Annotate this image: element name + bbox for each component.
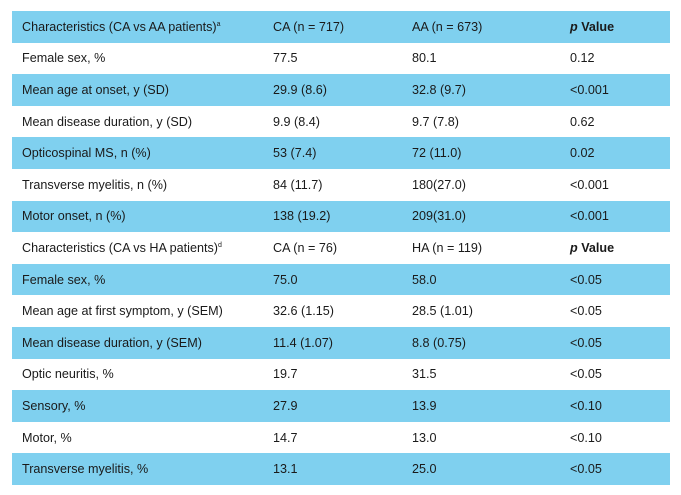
row-group1-value: 11.4 (1.07) bbox=[273, 335, 333, 350]
row-group2-value: 13.0 bbox=[412, 430, 437, 445]
row-group2-value: 80.1 bbox=[412, 51, 437, 66]
table-row: Mean disease duration, y (SD) 9.9 (8.4) … bbox=[12, 106, 670, 138]
table-row: Transverse myelitis, % 13.1 25.0 <0.05 bbox=[12, 453, 670, 485]
row-group2-value: 9.7 (7.8) bbox=[412, 114, 459, 129]
row-group2-value: 8.8 (0.75) bbox=[412, 335, 466, 350]
row-pvalue: <0.10 bbox=[570, 430, 602, 445]
row-label: Transverse myelitis, % bbox=[22, 462, 149, 477]
row-label: Sensory, % bbox=[22, 398, 86, 413]
table-header-row: Characteristics (CA vs AA patients)a CA … bbox=[12, 11, 670, 43]
row-pvalue: <0.05 bbox=[570, 367, 602, 382]
row-pvalue: <0.05 bbox=[570, 272, 602, 287]
footnote-marker: a bbox=[216, 20, 221, 28]
row-group1-value: 27.9 bbox=[273, 398, 298, 413]
row-group1-value: 19.7 bbox=[273, 367, 298, 382]
row-label: Motor, % bbox=[22, 430, 72, 445]
comparison-table: Characteristics (CA vs AA patients)a CA … bbox=[12, 11, 670, 485]
row-group2-value: 25.0 bbox=[412, 462, 437, 477]
row-group1-value: 138 (19.2) bbox=[273, 209, 331, 224]
row-label: Mean disease duration, y (SEM) bbox=[22, 335, 202, 350]
header-pvalue: p Value bbox=[570, 19, 615, 34]
row-pvalue: <0.10 bbox=[570, 398, 602, 413]
row-label: Female sex, % bbox=[22, 51, 106, 66]
row-group2-value: 72 (11.0) bbox=[412, 146, 462, 161]
header-group1: CA (n = 76) bbox=[273, 240, 338, 255]
row-label: Motor onset, n (%) bbox=[22, 209, 126, 224]
table-row: Female sex, % 75.0 58.0 <0.05 bbox=[12, 263, 670, 296]
row-group2-value: 32.8 (9.7) bbox=[412, 82, 466, 97]
header-characteristic: Characteristics (CA vs AA patients)a bbox=[22, 19, 221, 34]
header-group2: AA (n = 673) bbox=[412, 19, 483, 34]
row-group1-value: 77.5 bbox=[273, 51, 298, 66]
table-row: Motor, % 14.7 13.0 <0.10 bbox=[12, 422, 670, 454]
row-pvalue: <0.05 bbox=[570, 462, 602, 477]
row-label: Opticospinal MS, n (%) bbox=[22, 146, 151, 161]
table-row: Optic neuritis, % 19.7 31.5 <0.05 bbox=[12, 359, 670, 391]
footnote-marker: d bbox=[217, 241, 222, 249]
row-group1-value: 9.9 (8.4) bbox=[273, 114, 320, 129]
row-label: Mean disease duration, y (SD) bbox=[22, 114, 193, 129]
row-group2-value: 180(27.0) bbox=[412, 177, 466, 192]
row-label: Female sex, % bbox=[22, 272, 106, 287]
row-pvalue: 0.62 bbox=[570, 114, 595, 129]
table-row: Motor onset, n (%) 138 (19.2) 209(31.0) … bbox=[12, 200, 670, 233]
table-row: Mean age at onset, y (SD) 29.9 (8.6) 32.… bbox=[12, 74, 670, 106]
header-group2: HA (n = 119) bbox=[412, 240, 483, 255]
row-group1-value: 32.6 (1.15) bbox=[273, 304, 334, 319]
table-row: Mean age at first symptom, y (SEM) 32.6 … bbox=[12, 295, 670, 327]
row-label: Mean age at onset, y (SD) bbox=[22, 82, 169, 97]
header-group1: CA (n = 717) bbox=[273, 19, 345, 34]
row-pvalue: 0.12 bbox=[570, 51, 595, 66]
row-pvalue: 0.02 bbox=[570, 146, 595, 161]
row-group2-value: 28.5 (1.01) bbox=[412, 304, 473, 319]
row-group2-value: 31.5 bbox=[412, 367, 437, 382]
row-group1-value: 75.0 bbox=[273, 272, 298, 287]
header-pvalue: p Value bbox=[570, 240, 615, 255]
row-label: Mean age at first symptom, y (SEM) bbox=[22, 304, 223, 319]
row-group1-value: 14.7 bbox=[273, 430, 298, 445]
header-characteristic: Characteristics (CA vs HA patients)d bbox=[22, 240, 222, 255]
row-label: Optic neuritis, % bbox=[22, 367, 114, 382]
table-row: Opticospinal MS, n (%) 53 (7.4) 72 (11.0… bbox=[12, 137, 670, 169]
row-pvalue: <0.001 bbox=[570, 82, 609, 97]
row-label: Transverse myelitis, n (%) bbox=[22, 177, 168, 192]
row-group1-value: 29.9 (8.6) bbox=[273, 82, 327, 97]
table-header-row: Characteristics (CA vs HA patients)d CA … bbox=[12, 232, 670, 264]
row-group1-value: 13.1 bbox=[273, 462, 298, 477]
row-pvalue: <0.001 bbox=[570, 177, 609, 192]
row-group1-value: 84 (11.7) bbox=[273, 177, 323, 192]
table-row: Sensory, % 27.9 13.9 <0.10 bbox=[12, 390, 670, 422]
row-pvalue: <0.05 bbox=[570, 304, 602, 319]
table-row: Mean disease duration, y (SEM) 11.4 (1.0… bbox=[12, 326, 670, 359]
table-row: Transverse myelitis, n (%) 84 (11.7) 180… bbox=[12, 169, 670, 201]
table-row: Female sex, % 77.5 80.1 0.12 bbox=[12, 43, 670, 75]
row-group1-value: 53 (7.4) bbox=[273, 146, 317, 161]
row-group2-value: 209(31.0) bbox=[412, 209, 466, 224]
row-group2-value: 13.9 bbox=[412, 398, 437, 413]
row-group2-value: 58.0 bbox=[412, 272, 437, 287]
row-pvalue: <0.05 bbox=[570, 335, 602, 350]
row-pvalue: <0.001 bbox=[570, 209, 609, 224]
